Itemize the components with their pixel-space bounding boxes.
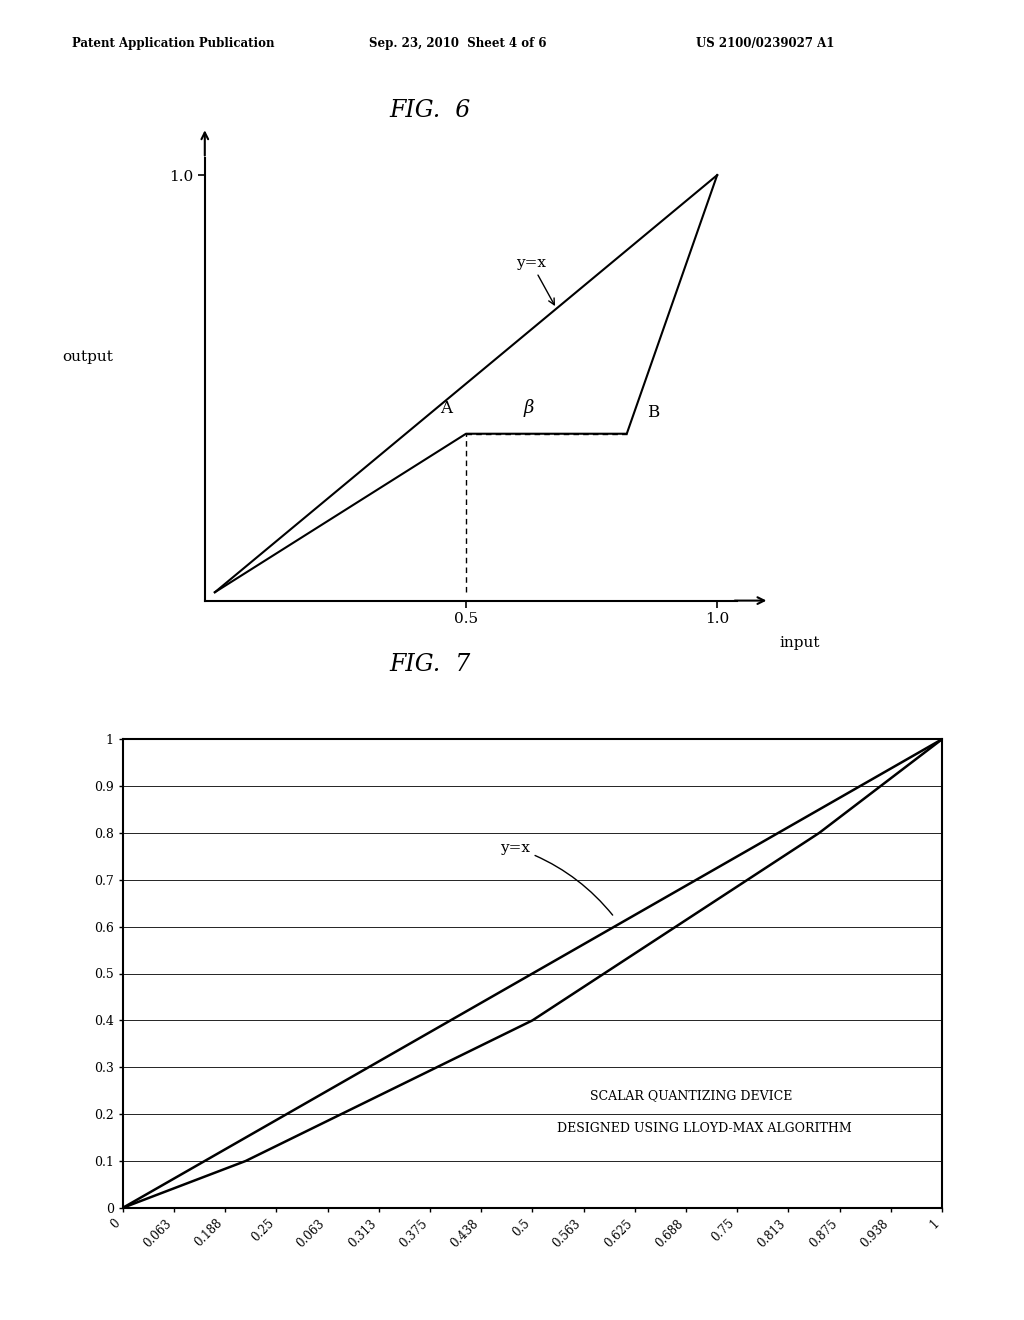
Text: FIG.  7: FIG. 7 (389, 653, 471, 676)
Text: y=x: y=x (500, 841, 612, 915)
Text: Sep. 23, 2010  Sheet 4 of 6: Sep. 23, 2010 Sheet 4 of 6 (369, 37, 546, 50)
Text: β: β (524, 399, 535, 417)
Text: input: input (780, 636, 820, 649)
Text: y=x: y=x (516, 256, 554, 305)
Text: B: B (647, 404, 659, 421)
Text: US 2100/0239027 A1: US 2100/0239027 A1 (696, 37, 835, 50)
Text: FIG.  6: FIG. 6 (389, 99, 471, 121)
Text: A: A (440, 400, 452, 417)
Text: Patent Application Publication: Patent Application Publication (72, 37, 274, 50)
Text: DESIGNED USING LLOYD-MAX ALGORITHM: DESIGNED USING LLOYD-MAX ALGORITHM (557, 1122, 852, 1135)
Text: SCALAR QUANTIZING DEVICE: SCALAR QUANTIZING DEVICE (590, 1089, 793, 1102)
Text: output: output (62, 350, 113, 364)
